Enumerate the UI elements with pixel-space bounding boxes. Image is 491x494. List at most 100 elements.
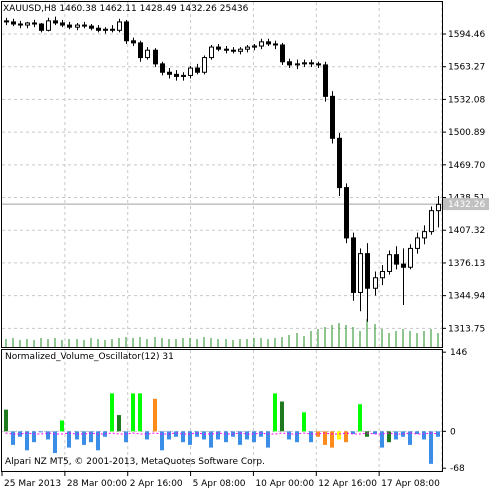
- bear-candle-body: [337, 137, 342, 189]
- oscillator-bar: [351, 431, 355, 435]
- candle: [365, 243, 370, 322]
- bull-candle-body: [75, 24, 80, 28]
- bull-candle-body: [422, 231, 427, 239]
- candle: [422, 225, 427, 245]
- oscillator-bar: [415, 431, 419, 435]
- oscillator-bar: [295, 431, 299, 443]
- candle: [4, 17, 9, 26]
- oscillator-bar: [266, 431, 270, 448]
- oscillator-bar: [4, 409, 8, 432]
- candle: [351, 232, 356, 301]
- candle: [18, 20, 23, 29]
- oscillator-bar: [309, 431, 313, 443]
- candle: [145, 47, 150, 60]
- bear-candle-body: [266, 41, 271, 45]
- bear-candle-body: [32, 22, 37, 25]
- oscillator-bar: [53, 431, 57, 454]
- candle: [245, 44, 250, 53]
- osc-tick-label: 146: [450, 348, 467, 358]
- bull-candle-body: [358, 253, 363, 293]
- oscillator-bar: [387, 431, 391, 443]
- oscillator-bar: [18, 431, 22, 437]
- bull-candle-body: [46, 20, 51, 31]
- oscillator-bar: [259, 431, 263, 437]
- candle: [295, 59, 300, 70]
- oscillator-bar: [75, 431, 79, 440]
- candle: [103, 27, 108, 34]
- candle: [273, 40, 278, 50]
- high-value: 1462.11: [99, 4, 137, 14]
- time-tick-label: 2 Apr 16:00: [130, 479, 183, 489]
- bull-candle-body: [25, 22, 30, 26]
- oscillator-bar: [32, 431, 36, 443]
- candle: [266, 38, 271, 47]
- candle: [216, 43, 221, 52]
- bear-candle-body: [195, 67, 200, 73]
- bear-candle-body: [330, 95, 335, 139]
- oscillator-bar: [46, 431, 50, 440]
- bear-candle-body: [351, 237, 356, 293]
- candlestick-series: [4, 16, 441, 322]
- candle: [337, 133, 342, 196]
- candle: [39, 22, 44, 33]
- oscillator-bar: [238, 431, 242, 445]
- bull-candle-body: [245, 46, 250, 50]
- oscillator-bar: [117, 415, 121, 432]
- oscillator-bar: [422, 431, 426, 440]
- indicator-header: Normalized_Volume_Oscillator(12) 31: [5, 352, 174, 362]
- bear-candle-body: [344, 187, 349, 239]
- candle: [429, 206, 434, 235]
- oscillator-bar: [96, 431, 100, 451]
- oscillator-bar: [408, 431, 412, 445]
- bull-candle-body: [252, 45, 257, 48]
- oscillator-bar: [89, 431, 93, 443]
- bear-candle-body: [131, 40, 136, 44]
- volume-value: 25436: [219, 4, 249, 14]
- oscillator-bar: [252, 431, 256, 443]
- oscillator-bar: [11, 431, 15, 445]
- bear-candle-body: [309, 62, 314, 65]
- candle: [117, 18, 122, 33]
- oscillator-bar: [131, 393, 135, 432]
- candle: [401, 248, 406, 306]
- osc-tick-label: -68: [450, 464, 465, 474]
- oscillator-bar: [39, 431, 43, 433]
- candle: [316, 61, 321, 69]
- candle: [110, 25, 115, 33]
- price-axis: 1594.461563.271532.081500.891469.701438.…: [442, 30, 489, 334]
- candle: [252, 43, 257, 51]
- oscillator-bar: [124, 431, 128, 443]
- bear-candle-body: [110, 28, 115, 31]
- price-tick-label: 1469.70: [448, 161, 485, 171]
- oscillator-bar: [245, 431, 249, 440]
- candle: [344, 183, 349, 244]
- oscillator-bar: [195, 431, 199, 437]
- bear-candle-body: [4, 20, 9, 23]
- time-tick-label: 10 Apr 00:00: [255, 479, 314, 489]
- chart-header: XAUUSD,H8 1460.38 1462.11 1428.49 1432.2…: [3, 4, 248, 14]
- time-axis: 25 Mar 2013 28 Mar 00:00 2 Apr 16:00 5 Apr …: [1, 472, 440, 489]
- oscillator-bar: [380, 431, 384, 448]
- oscillator-bar: [216, 431, 220, 440]
- bull-candle-body: [181, 74, 186, 77]
- candle: [259, 38, 264, 50]
- bull-candle-body: [259, 41, 264, 47]
- volume-histogram: [5, 319, 439, 347]
- candle: [75, 22, 80, 31]
- low-value: 1428.49: [139, 4, 177, 14]
- bear-candle-body: [287, 61, 292, 66]
- candle: [138, 40, 143, 62]
- oscillator-bar: [365, 431, 369, 437]
- candle: [373, 271, 378, 296]
- bear-candle-body: [160, 63, 165, 73]
- candle: [387, 250, 392, 275]
- oscillator-bar: [316, 431, 320, 437]
- oscillator-bar: [188, 431, 192, 445]
- bull-candle-body: [387, 254, 392, 272]
- bull-candle-body: [145, 49, 150, 59]
- copyright-text: Alpari NZ MT5, © 2001-2013, MetaQuotes S…: [5, 457, 265, 467]
- bull-candle-body: [408, 247, 413, 268]
- candle: [46, 17, 51, 32]
